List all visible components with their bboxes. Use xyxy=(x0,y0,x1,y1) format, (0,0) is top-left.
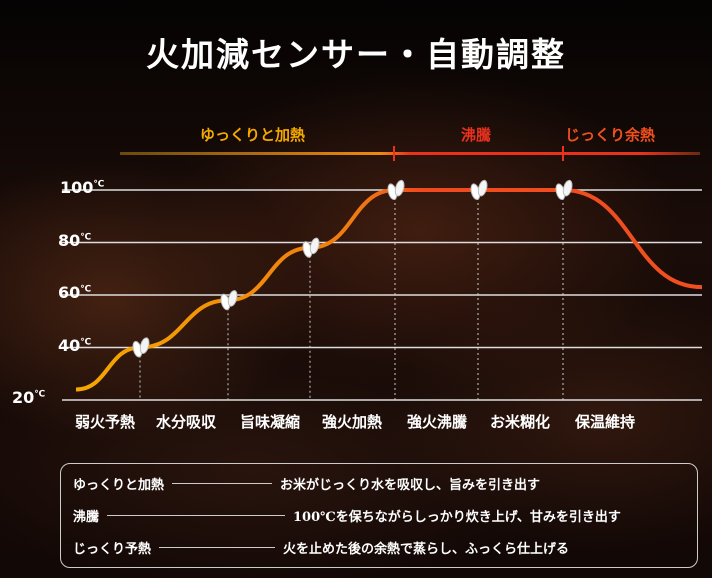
rice-grain-marker xyxy=(132,337,150,358)
rice-grain-icon xyxy=(562,179,573,197)
legend-box: ゆっくりと加熱 お米がじっくり水を吸収し、旨みを引き出す 沸騰 100℃を保ちながら… xyxy=(60,463,698,568)
rice-grain-icon xyxy=(139,337,150,354)
rice-grain-icon xyxy=(309,237,320,255)
x-category-label: お米糊化 xyxy=(489,413,551,431)
x-category-label: 弱火予熱 xyxy=(74,413,136,431)
y-tick-label: 60℃ xyxy=(58,283,92,302)
x-category-label: 保温維持 xyxy=(574,413,636,431)
legend-desc: 火を止めた後の余熱で蒸らし、ふっくら仕上げる xyxy=(283,542,570,557)
page-title: 火加減センサー・自動調整 xyxy=(146,35,566,74)
x-category-label: 強火加熱 xyxy=(321,413,383,431)
legend-row: 沸騰 100℃を保ちながらしっかり炊き上げ、甘みを引き出す xyxy=(73,506,683,525)
phase-bar xyxy=(120,152,700,155)
y-tick-label: 80℃ xyxy=(58,230,92,250)
rice-grain-marker xyxy=(470,179,488,201)
legend-row: ゆっくりと加熱 お米がじっくり水を吸収し、旨みを引き出す xyxy=(73,474,683,493)
y-tick-label: 40℃ xyxy=(58,335,92,355)
phase-label-residual: じっくり余熱 xyxy=(565,126,656,144)
y-tick-label: 20℃ xyxy=(12,388,46,407)
legend-row: じっくり予熱 火を止めた後の余熱で蒸らし、ふっくら仕上げる xyxy=(73,538,683,557)
rice-grain-marker xyxy=(555,179,573,201)
phase-label-boiling: 沸騰 xyxy=(461,126,492,144)
legend-desc: 100℃を保ちながらしっかり炊き上げ、甘みを引き出す xyxy=(293,510,621,525)
legend-term: 沸騰 xyxy=(73,510,100,525)
x-category-label: 旨味凝縮 xyxy=(239,413,301,431)
rice-grain-marker xyxy=(387,179,405,201)
y-tick-label: 100℃ xyxy=(60,178,105,197)
x-category-label: 水分吸収 xyxy=(155,413,217,431)
rice-grain-icon xyxy=(227,290,238,307)
temperature-curve xyxy=(75,187,703,392)
rice-grain-marker xyxy=(302,237,320,258)
legend-desc: お米がじっくり水を吸収し、旨みを引き出す xyxy=(280,478,541,493)
x-category-label: 強火沸騰 xyxy=(406,413,468,431)
rice-grain-icon xyxy=(394,179,405,197)
phase-label-heating: ゆっくりと加熱 xyxy=(200,126,306,144)
legend-term: ゆっくりと加熱 xyxy=(73,478,165,493)
rice-grain-icon xyxy=(477,179,488,197)
rice-grain-marker xyxy=(220,290,238,311)
legend-term: じっくり予熱 xyxy=(73,542,152,557)
